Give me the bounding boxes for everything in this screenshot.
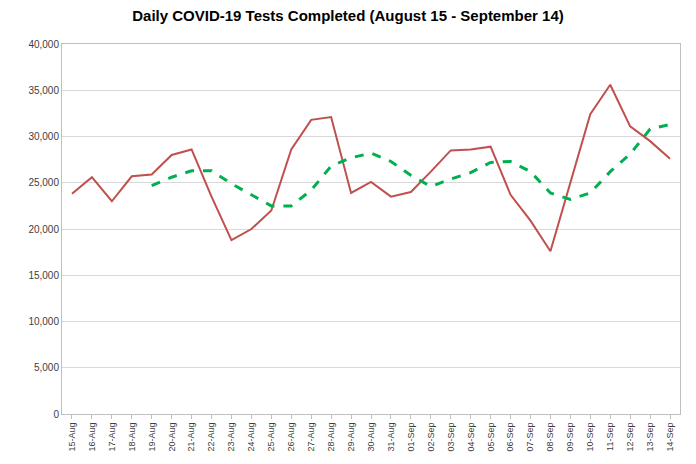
svg-text:15-Aug: 15-Aug — [67, 423, 77, 452]
svg-text:21-Aug: 21-Aug — [187, 423, 197, 452]
svg-text:01-Sep: 01-Sep — [406, 423, 416, 452]
svg-text:24-Aug: 24-Aug — [246, 423, 256, 452]
svg-text:Daily COVID-19 Tests Completed: Daily COVID-19 Tests Completed (August 1… — [132, 7, 564, 24]
svg-text:26-Aug: 26-Aug — [286, 423, 296, 452]
svg-text:30,000: 30,000 — [28, 131, 59, 142]
svg-text:09-Sep: 09-Sep — [565, 423, 575, 452]
svg-text:03-Sep: 03-Sep — [446, 423, 456, 452]
svg-text:10,000: 10,000 — [28, 316, 59, 327]
svg-text:07-Sep: 07-Sep — [525, 423, 535, 452]
svg-text:18-Aug: 18-Aug — [127, 423, 137, 452]
svg-text:20,000: 20,000 — [28, 224, 59, 235]
svg-text:40,000: 40,000 — [28, 39, 59, 50]
svg-text:29-Aug: 29-Aug — [346, 423, 356, 452]
svg-text:16-Aug: 16-Aug — [87, 423, 97, 452]
svg-text:25-Aug: 25-Aug — [266, 423, 276, 452]
svg-text:02-Sep: 02-Sep — [426, 423, 436, 452]
svg-text:0: 0 — [53, 409, 59, 420]
svg-text:22-Aug: 22-Aug — [206, 423, 216, 452]
svg-text:05-Sep: 05-Sep — [486, 423, 496, 452]
svg-text:35,000: 35,000 — [28, 85, 59, 96]
svg-text:25,000: 25,000 — [28, 177, 59, 188]
svg-text:5,000: 5,000 — [34, 362, 59, 373]
svg-text:08-Sep: 08-Sep — [545, 423, 555, 452]
svg-text:20-Aug: 20-Aug — [167, 423, 177, 452]
svg-text:19-Aug: 19-Aug — [147, 423, 157, 452]
svg-text:28-Aug: 28-Aug — [326, 423, 336, 452]
svg-text:23-Aug: 23-Aug — [226, 423, 236, 452]
svg-text:27-Aug: 27-Aug — [306, 423, 316, 452]
svg-text:11-Sep: 11-Sep — [605, 423, 615, 451]
svg-text:13-Sep: 13-Sep — [645, 423, 655, 452]
svg-text:12-Sep: 12-Sep — [625, 423, 635, 452]
svg-text:14-Sep: 14-Sep — [665, 423, 675, 452]
svg-text:17-Aug: 17-Aug — [107, 423, 117, 452]
svg-text:31-Aug: 31-Aug — [386, 423, 396, 452]
svg-text:06-Sep: 06-Sep — [505, 423, 515, 452]
svg-text:15,000: 15,000 — [28, 270, 59, 281]
svg-text:10-Sep: 10-Sep — [585, 423, 595, 452]
svg-text:30-Aug: 30-Aug — [366, 423, 376, 452]
svg-text:04-Sep: 04-Sep — [466, 423, 476, 452]
